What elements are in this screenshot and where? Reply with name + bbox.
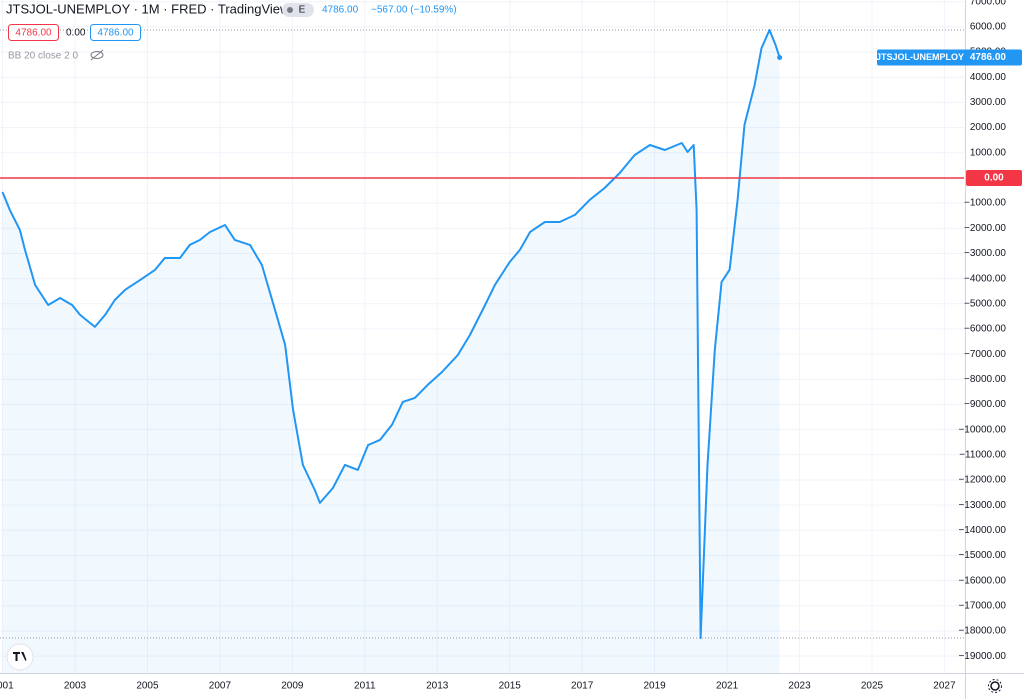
- x-tick-label: 2009: [281, 681, 304, 692]
- change: −567.00 (−10.59%): [371, 5, 457, 16]
- y-tick-label: −1000.00: [964, 198, 1006, 209]
- x-tick-label: 2017: [571, 681, 594, 692]
- y-tick-label: −14000.00: [958, 525, 1006, 536]
- y-tick-label: −8000.00: [964, 374, 1006, 385]
- hide-icon[interactable]: [90, 49, 104, 61]
- series-tag-name: JTSJOL-UNEMPLOY: [876, 52, 964, 62]
- y-tick-label: −4000.00: [964, 273, 1006, 284]
- last-point: [777, 54, 783, 60]
- x-tick-label: 2007: [209, 681, 232, 692]
- x-tick-label: 2019: [643, 681, 666, 692]
- y-tick-label: −19000.00: [958, 651, 1006, 662]
- y-tick-label: −7000.00: [964, 349, 1006, 360]
- y-tick-label: 6000.00: [970, 22, 1007, 33]
- x-tick-label: 2003: [64, 681, 87, 692]
- y-tick-label: −3000.00: [964, 248, 1006, 259]
- y-tick-label: −18000.00: [958, 626, 1006, 637]
- y-tick-label: −12000.00: [958, 475, 1006, 486]
- baseline-tag: [966, 169, 1022, 186]
- y-tick-label: −16000.00: [958, 575, 1006, 586]
- baseline-tag-label: 0.00: [984, 173, 1004, 184]
- value-box: [90, 24, 141, 41]
- y-tick-label: −17000.00: [958, 600, 1006, 611]
- y-tick-label: −6000.00: [964, 324, 1006, 335]
- x-tick-label: 2013: [426, 681, 449, 692]
- y-tick-label: −13000.00: [958, 500, 1006, 511]
- y-tick-label: 3000.00: [970, 97, 1007, 108]
- y-tick-label: 7000.00: [970, 0, 1007, 7]
- value-box-text: 4786.00: [15, 28, 52, 39]
- y-tick-label: 4000.00: [970, 72, 1007, 83]
- indicator: BB 20 close 2 0: [8, 51, 78, 62]
- y-tick-label: −2000.00: [964, 223, 1006, 234]
- x-tick-label: 2025: [861, 681, 884, 692]
- badge-bg: [282, 3, 314, 17]
- price: 4786.00: [322, 5, 359, 16]
- logo[interactable]: [6, 643, 34, 671]
- y-tick-label: −5000.00: [964, 298, 1006, 309]
- series-tag: [877, 49, 1022, 66]
- x-tick-label: 2005: [136, 681, 159, 692]
- x-tick-label: 2011: [354, 681, 376, 692]
- y-tick-label: −15000.00: [958, 550, 1006, 561]
- settings-icon[interactable]: [988, 679, 1002, 693]
- series-tag-value: 4786.00: [970, 52, 1007, 63]
- y-tick-label: 2000.00: [970, 122, 1007, 133]
- plot: [0, 29, 964, 673]
- y-tick-label: −10000.00: [958, 424, 1006, 435]
- x-tick-label: 2027: [933, 681, 956, 692]
- series-line: [1, 29, 781, 639]
- value-box: [8, 24, 59, 41]
- badge: E: [299, 5, 306, 16]
- value-box-text: 4786.00: [97, 28, 134, 39]
- y-tick-label: −9000.00: [964, 399, 1006, 410]
- x-tick-label: 2023: [788, 681, 811, 692]
- symbol-title: JTSJOL-UNEMPLOY · 1M · FRED · TradingVie…: [6, 1, 290, 16]
- y-tick-label: −11000.00: [959, 449, 1006, 460]
- x-tick-label: 2015: [499, 681, 522, 692]
- grid: [0, 0, 964, 673]
- area-fill: [2, 30, 780, 673]
- x-tick-label: 2021: [716, 681, 739, 692]
- x-tick-label: 2001: [0, 681, 14, 692]
- badge-dot: [287, 7, 293, 13]
- mid-value: 0.00: [66, 28, 86, 39]
- y-tick-label: 1000.00: [970, 147, 1007, 158]
